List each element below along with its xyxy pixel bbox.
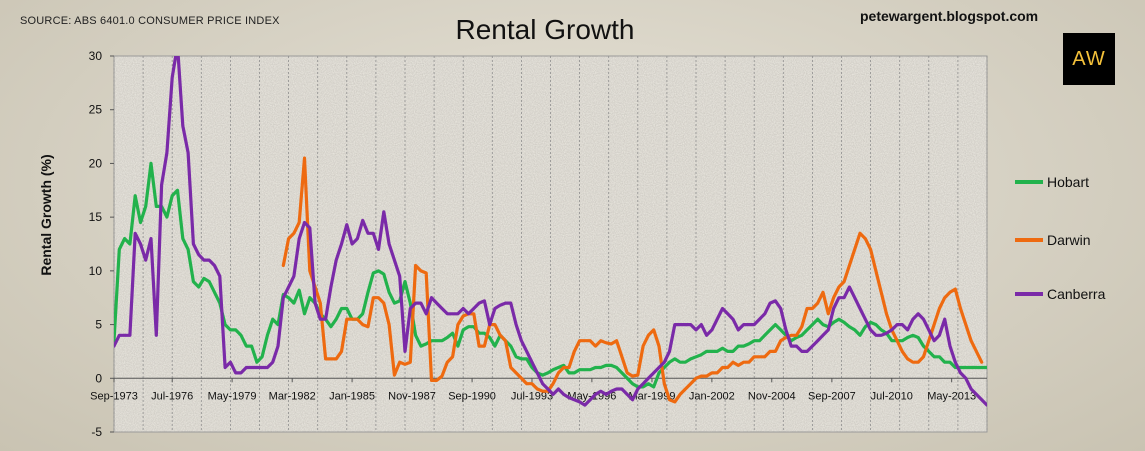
legend-label-darwin: Darwin	[1047, 232, 1091, 248]
legend-item-canberra[interactable]: Canberra	[1015, 284, 1105, 304]
x-tick-label: May-2013	[927, 390, 976, 402]
chart-title: Rental Growth	[455, 14, 635, 45]
aw-logo: AW	[1063, 33, 1115, 85]
x-tick-label: Jan-2002	[689, 390, 735, 402]
x-tick-label: Jul-1976	[151, 390, 193, 402]
x-tick-label: Jul-2010	[871, 390, 913, 402]
legend-item-darwin[interactable]: Darwin	[1015, 230, 1091, 250]
x-tick-label: Mar-1999	[628, 390, 675, 402]
y-tick-label: 30	[89, 49, 103, 63]
legend-label-canberra: Canberra	[1047, 286, 1106, 302]
y-tick-label: 20	[89, 156, 103, 170]
legend-swatch-canberra	[1015, 292, 1043, 296]
x-tick-label: Jul-1993	[511, 390, 553, 402]
legend-swatch-darwin	[1015, 238, 1043, 242]
x-tick-label: Sep-1973	[90, 390, 138, 402]
x-tick-label: Nov-1987	[388, 390, 436, 402]
series-line-hobart	[114, 161, 987, 389]
x-tick-label: Sep-2007	[808, 390, 856, 402]
y-tick-label: 0	[95, 371, 102, 385]
x-tick-label: Sep-1990	[448, 390, 496, 402]
x-tick-label: May-1979	[208, 390, 257, 402]
series-line-canberra	[114, 56, 987, 407]
legend-swatch-hobart	[1015, 180, 1043, 184]
y-tick-label: 5	[95, 318, 102, 332]
source-note: SOURCE: ABS 6401.0 CONSUMER PRICE INDEX	[20, 15, 280, 27]
legend-label-hobart: Hobart	[1047, 174, 1090, 190]
y-tick-label: -5	[91, 425, 102, 439]
blog-url[interactable]: petewargent.blogspot.com	[860, 8, 1039, 24]
x-tick-label: Mar-1982	[269, 390, 316, 402]
y-tick-label: 25	[89, 103, 103, 117]
y-tick-label: 10	[89, 264, 103, 278]
x-tick-label: Nov-2004	[748, 390, 796, 402]
legend-item-hobart[interactable]: Hobart	[1015, 172, 1089, 192]
y-tick-label: 15	[89, 210, 103, 224]
series-line-darwin	[281, 156, 984, 404]
x-tick-label: Jan-1985	[329, 390, 375, 402]
